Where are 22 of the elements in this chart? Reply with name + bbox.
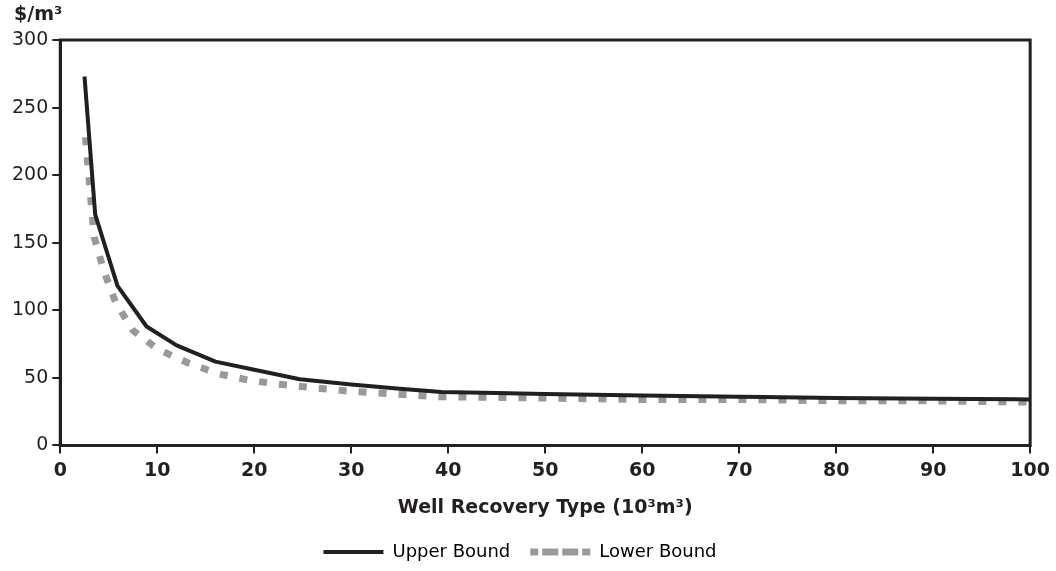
y-tick-label: 50 [24,364,49,387]
x-tick-label: 90 [919,457,947,480]
x-tick-label: 20 [241,457,268,480]
x-tick-label: 100 [1010,457,1051,480]
x-tick-label: 60 [628,457,656,480]
y-tick-label: 100 [12,297,49,320]
x-axis-title: Well Recovery Type (10³m³) [397,494,693,517]
y-tick-label: 300 [12,26,49,49]
y-tick-label: 200 [12,162,49,185]
y-tick-label: 150 [12,229,49,252]
y-tick-label: 250 [12,94,49,117]
x-tick-label: 30 [338,457,365,480]
x-tick-label: 40 [435,457,462,480]
y-tick-label: 0 [36,432,49,455]
x-tick-label: 0 [53,457,67,480]
x-tick-label: 50 [531,457,559,480]
x-tick-label: 70 [725,457,753,480]
x-tick-label: 10 [144,457,171,480]
legend-label: Lower Bound [599,539,717,561]
legend-label: Upper Bound [392,539,511,561]
y-axis-title: $/m³ [14,2,63,24]
x-tick-label: 80 [822,457,850,480]
